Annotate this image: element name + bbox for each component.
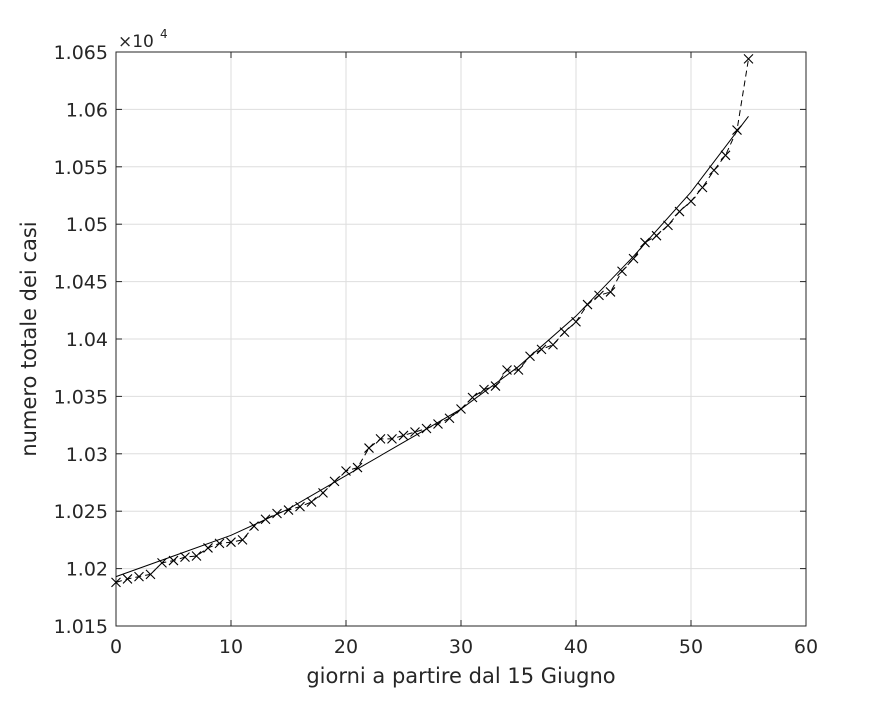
- y-tick-label: 1.035: [54, 386, 108, 408]
- data-point-marker: [594, 290, 604, 301]
- data-point-marker: [145, 569, 156, 580]
- data-point-marker: [111, 577, 121, 588]
- data-point-marker: [318, 487, 328, 498]
- data-point-marker: [272, 508, 282, 519]
- y-tick-label: 1.065: [54, 42, 108, 64]
- y-tick-label: 1.03: [66, 444, 108, 466]
- x-tick-label: 20: [334, 636, 358, 658]
- data-point-marker: [191, 551, 202, 561]
- data-point-marker: [122, 574, 133, 584]
- y-tick-label: 1.04: [66, 329, 108, 351]
- data-point-marker: [467, 392, 478, 403]
- x-tick-label: 60: [794, 636, 818, 658]
- data-point-marker: [134, 571, 144, 582]
- fit-curve: [115, 115, 749, 578]
- data-point-marker: [686, 196, 696, 207]
- data-point-marker: [548, 339, 558, 350]
- data-point-marker: [559, 327, 570, 338]
- data-point-marker: [214, 538, 225, 549]
- y-tick-label: 1.015: [54, 616, 108, 638]
- x-tick-label: 40: [564, 636, 588, 658]
- y-exponent-power: 4: [160, 27, 168, 41]
- data-point-marker: [203, 543, 213, 553]
- data-point-marker: [536, 344, 547, 355]
- data-point-marker: [732, 125, 742, 135]
- x-tick-label: 0: [110, 636, 122, 658]
- data-point-marker: [513, 365, 524, 375]
- y-tick-label: 1.045: [54, 272, 108, 294]
- x-tick-label: 10: [219, 636, 243, 658]
- data-point-marker: [720, 150, 731, 161]
- data-point-marker: [168, 555, 179, 566]
- y-tick-label: 1.06: [66, 99, 108, 121]
- data-point-marker: [157, 557, 167, 568]
- data-point-marker: [249, 521, 259, 532]
- data-point-marker: [421, 423, 432, 434]
- data-point-marker: [456, 404, 466, 414]
- data-point-marker: [617, 266, 627, 277]
- x-tick-label: 50: [679, 636, 703, 658]
- data-point-marker: [479, 384, 489, 395]
- series: [111, 53, 754, 588]
- data-point-marker: [329, 476, 340, 487]
- data-point-marker: [433, 419, 443, 429]
- data-point-marker: [295, 501, 305, 512]
- data-point-marker: [444, 413, 455, 424]
- y-tick-label: 1.055: [54, 157, 108, 179]
- data-point-marker: [352, 462, 363, 473]
- data-point-marker: [628, 253, 639, 264]
- data-point-marker: [398, 430, 409, 441]
- data-point-marker: [341, 466, 351, 476]
- data-point-marker: [226, 537, 236, 548]
- data-point-marker: [283, 505, 294, 515]
- data-point-marker: [387, 433, 397, 444]
- data-point-marker: [697, 182, 708, 193]
- data-point-marker: [651, 230, 662, 241]
- data-point-marker: [502, 365, 512, 375]
- y-axis-label: numero totale dei casi: [17, 221, 41, 456]
- data-point-marker: [582, 299, 593, 310]
- data-point-marker: [709, 165, 719, 176]
- data-point-marker: [490, 381, 501, 391]
- data-point-marker: [674, 206, 685, 217]
- labels: ×10 4 giorni a partire dal 15 Giugno num…: [17, 27, 616, 688]
- data-point-marker: [306, 497, 317, 507]
- y-tick-label: 1.025: [54, 501, 108, 523]
- data-point-marker: [605, 287, 616, 297]
- data-point-marker: [260, 514, 271, 525]
- data-point-marker: [663, 220, 673, 231]
- x-tick-label: 30: [449, 636, 473, 658]
- data-point-marker: [375, 433, 386, 444]
- x-axis-label: giorni a partire dal 15 Giugno: [306, 664, 615, 688]
- data-point-marker: [525, 351, 535, 362]
- data-point-marker: [571, 316, 581, 327]
- data-point-marker: [364, 443, 374, 453]
- axes: 0 10 20 30 40 50 60 1.015 1.02 1.025 1.03 1.035 1.04…: [54, 42, 819, 658]
- y-tick-label: 1.02: [66, 559, 108, 581]
- y-exponent-base: ×10: [118, 32, 154, 52]
- data-point-marker: [743, 53, 754, 64]
- data-point-marker: [640, 237, 650, 248]
- data-point-marker: [410, 427, 420, 437]
- data-point-marker: [237, 535, 248, 545]
- data-point-marker: [180, 552, 190, 563]
- y-tick-label: 1.05: [66, 214, 108, 236]
